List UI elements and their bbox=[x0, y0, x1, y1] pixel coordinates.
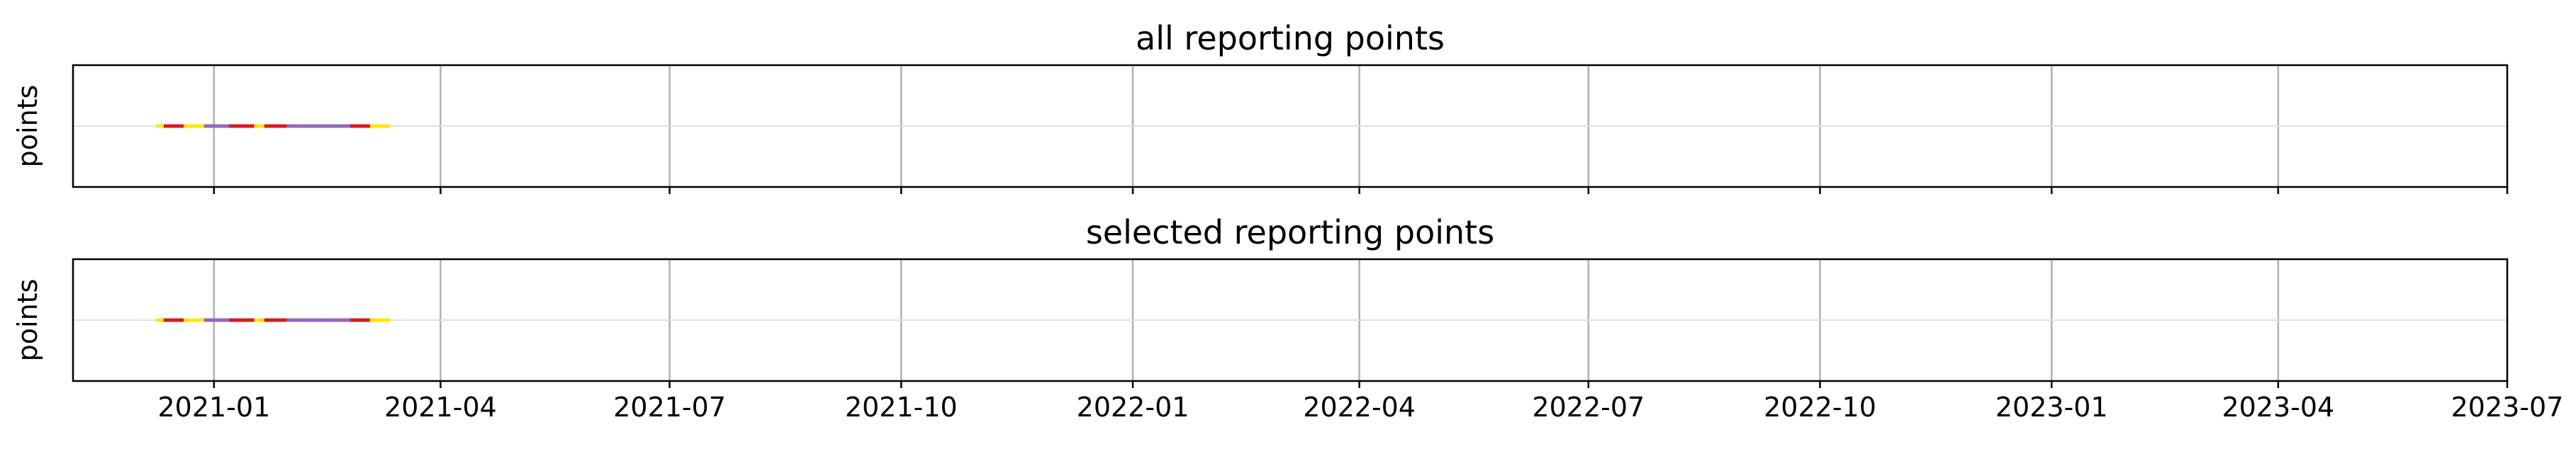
axes-frame bbox=[72, 64, 2509, 188]
x-tick-label: 2022-07 bbox=[1532, 392, 1645, 423]
subplot-title: selected reporting points bbox=[1086, 213, 1494, 251]
subplot-2: 2021-01 2021-04 2021-07 2021-10 2022-01 2022-… bbox=[12, 213, 2563, 423]
x-tick-label: 2022-01 bbox=[1077, 392, 1189, 423]
x-tick-label: 2021-04 bbox=[384, 392, 497, 423]
axes-frame bbox=[72, 258, 2509, 382]
x-tick-label: 2021-10 bbox=[845, 392, 958, 423]
x-tick-label: 2023-04 bbox=[2222, 392, 2334, 423]
x-tick-label: 2023-01 bbox=[1995, 392, 2108, 423]
x-tick-label: 2021-07 bbox=[613, 392, 726, 423]
x-tick-label: 2021-01 bbox=[157, 392, 270, 423]
x-tick-label: 2023-07 bbox=[2451, 392, 2564, 423]
x-tick-label: 2022-04 bbox=[1303, 392, 1416, 423]
subplot-1: all reporting points points bbox=[12, 19, 2509, 194]
y-axis-label: points bbox=[12, 279, 43, 362]
x-tick-label: 2022-10 bbox=[1764, 392, 1876, 423]
y-axis-label: points bbox=[12, 85, 43, 168]
subplot-title: all reporting points bbox=[1136, 19, 1445, 57]
